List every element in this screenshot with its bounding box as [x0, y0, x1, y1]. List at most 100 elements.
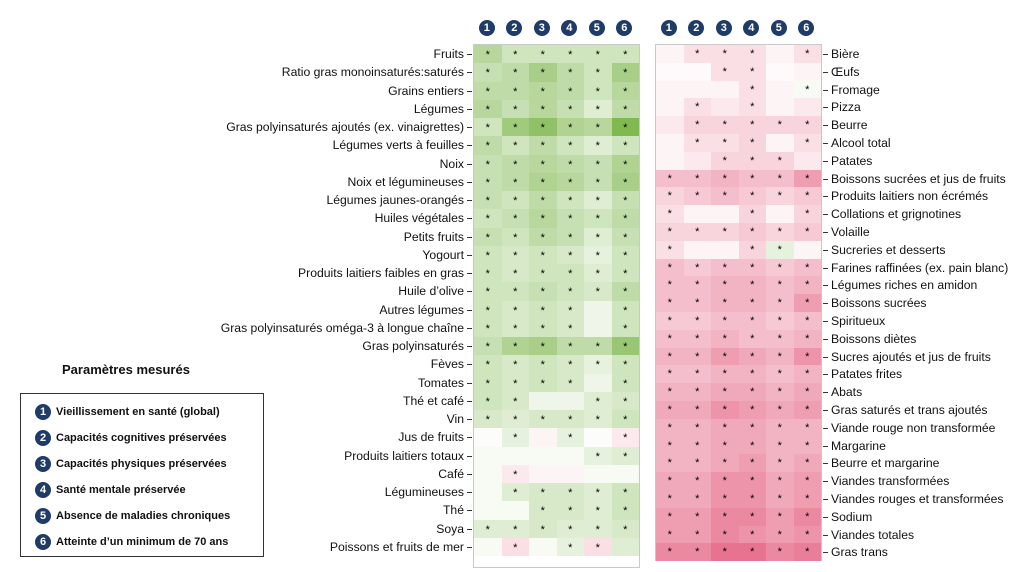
heatmap-cell: *: [474, 227, 502, 246]
column-header-3-icon: 3: [715, 20, 732, 36]
row-tick: [823, 178, 828, 180]
heatmap-cell: *: [793, 294, 821, 312]
heatmap-cell: [556, 446, 584, 465]
row-tick: [823, 267, 828, 269]
heatmap-cell: [656, 116, 684, 134]
row-tick: [823, 89, 828, 91]
heatmap-cell: [711, 240, 739, 259]
row-label: Spiritueux: [831, 313, 886, 328]
heatmap-cell: *: [501, 154, 529, 173]
heatmap-cell: [611, 464, 639, 483]
row-label: Grains entiers: [388, 83, 464, 98]
heatmap-cell: *: [474, 63, 502, 82]
row-tick: [823, 427, 828, 429]
heatmap-cell: *: [501, 537, 529, 556]
heatmap-cell: *: [683, 169, 711, 188]
heatmap-cell: *: [474, 337, 502, 356]
heatmap-cell: *: [683, 525, 711, 544]
row-label: Soya: [436, 521, 464, 536]
heatmap-cell: *: [556, 337, 584, 356]
row-tick: [467, 90, 472, 92]
heatmap-cell: *: [474, 154, 502, 173]
heatmap-cell: *: [711, 312, 739, 330]
heatmap-cell: *: [711, 223, 739, 241]
heatmap-cell: *: [556, 483, 584, 502]
heatmap-cell: *: [501, 391, 529, 410]
heatmap-cell: *: [584, 245, 612, 264]
heatmap-cell: *: [556, 209, 584, 228]
heatmap-cell: *: [529, 501, 557, 520]
legend-label: Capacités cognitives préservées: [56, 432, 227, 444]
row-tick: [823, 285, 828, 287]
heatmap-cell: *: [584, 63, 612, 82]
row-label: Thé et café: [403, 393, 464, 408]
heatmap-cell: *: [501, 373, 529, 392]
heatmap-cell: *: [738, 472, 766, 490]
heatmap-cell: *: [738, 134, 766, 152]
legend-item-4: 4 Santé mentale préservée: [35, 482, 186, 498]
heatmap-cell: *: [711, 418, 739, 437]
heatmap-cell: *: [683, 454, 711, 473]
heatmap-cell: *: [766, 329, 794, 348]
heatmap-cell: *: [556, 355, 584, 374]
row-label: Noix: [439, 156, 464, 171]
heatmap-cell: *: [529, 318, 557, 337]
row-label: Légumes: [413, 101, 464, 116]
positive-heatmap: * * * * * * * * * * * * * * * * * * * * * * * * * * * * * * * * * * * * * * * *…: [473, 44, 640, 568]
row-label: Viandes totales: [831, 527, 915, 542]
heatmap-cell: [529, 446, 557, 465]
legend-label: Vieillissement en santé (global): [56, 406, 220, 418]
heatmap-cell: *: [683, 347, 711, 366]
heatmap-cell: *: [766, 436, 794, 455]
heatmap-cell: *: [584, 136, 612, 155]
heatmap-cell: *: [611, 81, 639, 100]
heatmap-cell: *: [683, 116, 711, 134]
legend-title: Paramètres mesurés: [62, 362, 190, 377]
heatmap-cell: *: [793, 543, 821, 562]
heatmap-cell: *: [501, 410, 529, 429]
row-label: Boissons diètes: [831, 331, 917, 346]
heatmap-cell: *: [501, 191, 529, 210]
heatmap-cell: *: [738, 187, 766, 206]
heatmap-cell: [474, 537, 502, 556]
heatmap-cell: *: [711, 365, 739, 384]
number-1-icon: 1: [35, 404, 51, 420]
heatmap-cell: *: [711, 169, 739, 188]
row-tick: [467, 309, 472, 311]
heatmap-cell: *: [556, 227, 584, 246]
heatmap-cell: *: [793, 507, 821, 526]
heatmap-cell: *: [656, 383, 684, 401]
heatmap-cell: *: [793, 418, 821, 437]
heatmap-cell: [683, 205, 711, 223]
heatmap-cell: *: [738, 223, 766, 241]
heatmap-cell: *: [501, 282, 529, 301]
heatmap-cell: *: [656, 436, 684, 455]
heatmap-cell: *: [683, 45, 711, 63]
heatmap-cell: *: [556, 282, 584, 301]
heatmap-cell: *: [501, 464, 529, 483]
legend-item-1: 1 Vieillissement en santé (global): [35, 404, 220, 420]
row-tick: [467, 236, 472, 238]
row-label: Gras trans: [831, 545, 888, 560]
heatmap-cell: *: [656, 205, 684, 223]
row-label: Légumes riches en amidon: [831, 278, 978, 293]
heatmap-cell: *: [766, 116, 794, 134]
row-tick: [823, 534, 828, 536]
heatmap-cell: *: [683, 134, 711, 152]
heatmap-cell: *: [766, 187, 794, 206]
heatmap-cell: *: [656, 312, 684, 330]
heatmap-cell: *: [529, 227, 557, 246]
heatmap-cell: [584, 318, 612, 337]
heatmap-cell: *: [766, 223, 794, 241]
heatmap-cell: *: [584, 154, 612, 173]
row-tick: [823, 214, 828, 216]
heatmap-cell: *: [683, 223, 711, 241]
heatmap-cell: [793, 151, 821, 170]
row-label: Produits laitiers non écrémés: [831, 189, 989, 204]
heatmap-cell: *: [683, 187, 711, 206]
heatmap-cell: [529, 428, 557, 447]
row-label: Margarine: [831, 438, 886, 453]
heatmap-cell: *: [474, 45, 502, 64]
row-tick: [467, 218, 472, 220]
heatmap-cell: *: [556, 118, 584, 137]
